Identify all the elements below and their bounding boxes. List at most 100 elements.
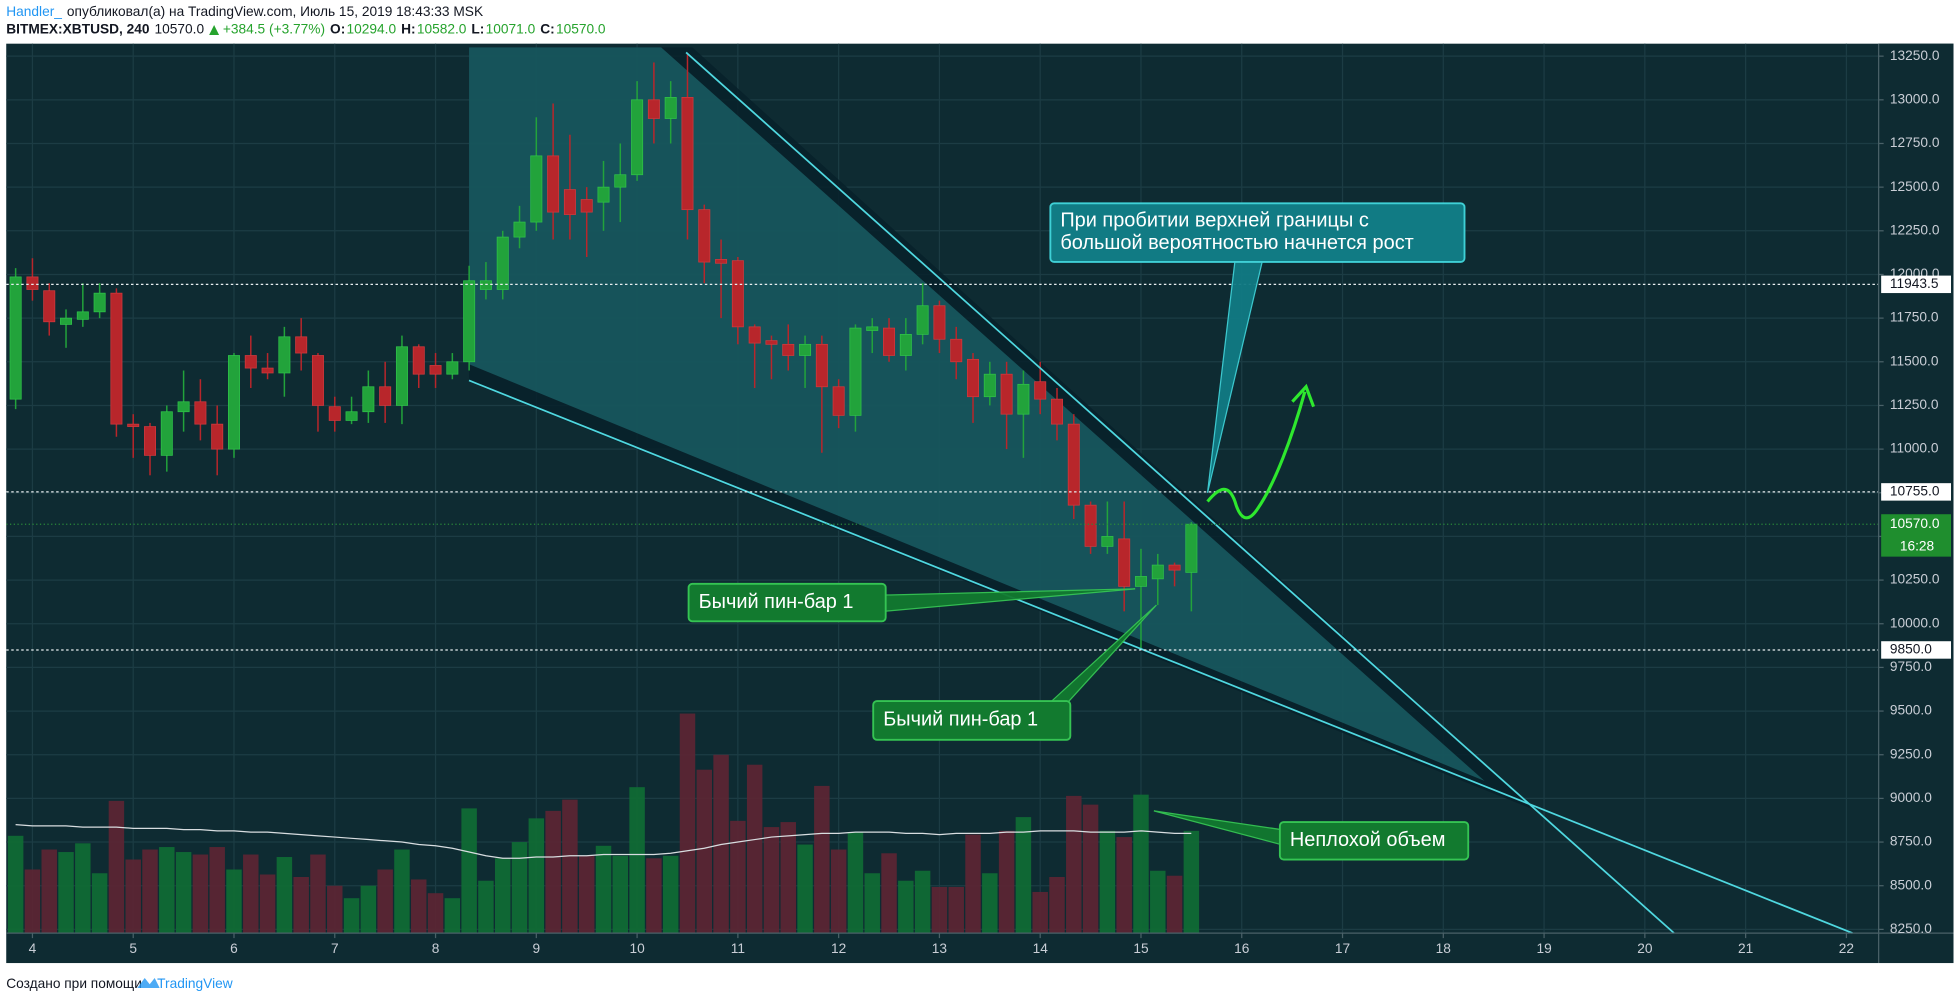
- y-tick-label: 9000.0: [1890, 790, 1932, 805]
- volume-bar: [545, 810, 561, 934]
- volume-bar: [914, 870, 931, 934]
- candle-body: [43, 290, 56, 323]
- candle-body: [345, 411, 358, 421]
- volume-bar: [192, 854, 209, 934]
- header-text: опубликовал(а) на TradingView.com, Июль …: [67, 4, 483, 19]
- volume-bar: [377, 869, 393, 934]
- volume-ma-line: [15, 823, 1192, 859]
- x-tick-label: 13: [932, 941, 948, 956]
- candle-body: [799, 343, 812, 356]
- volume-bar: [1133, 794, 1149, 934]
- candle-body: [228, 355, 240, 450]
- y-tick-label: 10000.0: [1890, 615, 1940, 630]
- header-text: H:: [401, 22, 415, 37]
- last-price-label: 10570.0: [1890, 516, 1940, 531]
- candle-body: [1051, 398, 1063, 425]
- header-text: +384.5 (+3.77%): [223, 22, 325, 37]
- volume-bar: [91, 873, 108, 934]
- volume-bar: [7, 835, 24, 934]
- candle-body: [463, 280, 476, 363]
- volume-bar: [780, 822, 796, 934]
- volume-bar: [293, 876, 309, 934]
- x-tick-label: 14: [1033, 941, 1049, 956]
- candle-body: [866, 326, 879, 331]
- candle-body: [160, 411, 173, 456]
- volume-bar: [830, 849, 847, 934]
- volume-bar: [931, 886, 948, 934]
- volume-bar: [679, 713, 696, 934]
- candle-body: [1134, 576, 1147, 587]
- volume-bar: [243, 854, 259, 934]
- x-tick-label: 9: [532, 941, 540, 956]
- candle-body: [513, 221, 526, 238]
- candle-body: [664, 96, 677, 119]
- volume-bar: [578, 855, 595, 934]
- candle-body: [278, 336, 291, 374]
- volume-bar: [814, 785, 830, 934]
- candle-body: [379, 386, 392, 406]
- trendlines: [468, 51, 1853, 934]
- candle-body: [1151, 564, 1164, 580]
- candle-body: [614, 174, 627, 188]
- volume-bar: [411, 879, 427, 934]
- volume-pane: [7, 713, 1200, 934]
- candle-body: [815, 343, 828, 388]
- y-tick-label: 9500.0: [1890, 703, 1932, 718]
- x-tick-label: 22: [1839, 941, 1854, 956]
- candle-body: [412, 346, 425, 375]
- volume-bar: [209, 847, 225, 934]
- candle-body: [647, 99, 660, 119]
- candle-body: [916, 305, 929, 335]
- candle-body: [479, 280, 492, 290]
- volume-bar: [847, 832, 864, 934]
- candle-body: [144, 426, 157, 456]
- annotation-text: При пробитии верхней границы с: [1060, 210, 1369, 232]
- volume-bar: [125, 859, 141, 934]
- y-tick-label: 12250.0: [1890, 222, 1940, 237]
- candle-body: [748, 326, 761, 344]
- x-tick-label: 15: [1133, 941, 1149, 956]
- candle-body: [429, 365, 442, 375]
- candle-body: [1168, 564, 1181, 571]
- candle-body: [496, 236, 509, 290]
- wedge-fill: [469, 47, 1485, 781]
- candle-body: [26, 276, 39, 290]
- volume-bar: [1015, 817, 1032, 934]
- volume-bar: [327, 885, 343, 934]
- volume-bar: [746, 764, 763, 934]
- volume-bar: [629, 787, 645, 934]
- x-tick-label: 11: [731, 941, 745, 956]
- volume-bar: [41, 849, 57, 934]
- header-text: O:: [330, 22, 345, 37]
- candle-body: [127, 423, 140, 427]
- volume-bar: [562, 799, 578, 934]
- candle-body: [563, 189, 576, 215]
- candle-body: [765, 340, 778, 345]
- y-tick-label: 13000.0: [1890, 91, 1940, 106]
- candle-body: [631, 99, 644, 176]
- candle-body: [950, 338, 963, 363]
- y-tick-label: 9250.0: [1890, 746, 1932, 761]
- x-tick-label: 16: [1234, 941, 1250, 956]
- volume-bar: [646, 858, 662, 934]
- candle-body: [1017, 383, 1030, 415]
- candles: [9, 53, 1198, 650]
- footer-text: Создано при помощи: [6, 976, 142, 991]
- volume-bar: [881, 853, 897, 934]
- header-text: 10570.0: [155, 22, 205, 37]
- candle-body: [1067, 423, 1080, 506]
- volume-bar: [159, 847, 175, 934]
- candle-body: [60, 317, 73, 325]
- x-tick-label: 6: [230, 941, 238, 956]
- volume-bar: [662, 855, 679, 934]
- candle-body: [295, 336, 308, 354]
- volume-bar: [310, 854, 326, 934]
- candle-body: [731, 260, 744, 328]
- x-tick-label: 20: [1637, 941, 1653, 956]
- y-tick-label: 11250.0: [1890, 397, 1939, 412]
- candle-body: [1118, 538, 1131, 587]
- candle-body: [110, 292, 123, 425]
- header-text: C:: [540, 22, 554, 37]
